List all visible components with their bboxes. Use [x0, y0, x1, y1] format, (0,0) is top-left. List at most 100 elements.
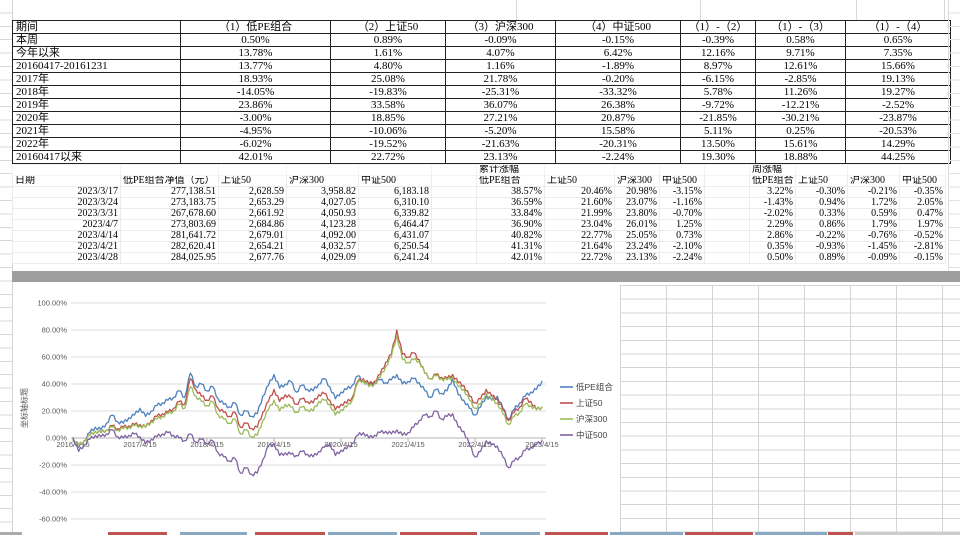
- period-label[interactable]: 2020年: [12, 111, 181, 125]
- weekly-col-header[interactable]: 上证50: [218, 175, 287, 187]
- weekly-col-header[interactable]: 中证500: [899, 175, 946, 187]
- summary-col-header[interactable]: （4）中证500: [555, 20, 681, 34]
- summary-value-cell[interactable]: -6.15%: [680, 72, 756, 86]
- summary-value-cell[interactable]: 12.61%: [755, 59, 846, 73]
- period-label[interactable]: 2021年: [12, 124, 181, 138]
- empty-cell[interactable]: [795, 164, 848, 176]
- value-cell[interactable]: -2.24%: [659, 252, 705, 264]
- summary-value-cell[interactable]: 22.72%: [330, 150, 446, 164]
- empty-cell[interactable]: [704, 241, 750, 253]
- summary-col-header[interactable]: 期间: [12, 20, 181, 34]
- right-edge-cells[interactable]: [948, 0, 960, 271]
- value-cell[interactable]: 2,684.86: [218, 219, 287, 231]
- value-cell[interactable]: 21.99%: [544, 208, 615, 220]
- empty-cell[interactable]: [704, 197, 750, 209]
- value-cell[interactable]: 20.98%: [614, 186, 660, 198]
- value-cell[interactable]: -0.22%: [795, 230, 848, 242]
- value-cell[interactable]: 23.07%: [614, 197, 660, 209]
- value-cell[interactable]: 2.29%: [749, 219, 796, 231]
- summary-value-cell[interactable]: 8.97%: [680, 59, 756, 73]
- empty-cell[interactable]: [431, 208, 477, 220]
- value-cell[interactable]: 4,032.57: [286, 241, 359, 253]
- summary-value-cell[interactable]: 6.42%: [555, 46, 681, 60]
- summary-value-cell[interactable]: 0.65%: [845, 33, 951, 47]
- summary-col-header[interactable]: （2）上证50: [330, 20, 446, 34]
- value-cell[interactable]: -0.93%: [795, 241, 848, 253]
- summary-value-cell[interactable]: 7.35%: [845, 46, 951, 60]
- weekly-col-header[interactable]: 上证50: [544, 175, 615, 187]
- summary-value-cell[interactable]: 21.78%: [445, 72, 556, 86]
- summary-value-cell[interactable]: -19.52%: [330, 137, 446, 151]
- weekly-group-label[interactable]: 周涨幅: [749, 164, 796, 176]
- summary-col-header[interactable]: （1）-（4）: [845, 20, 951, 34]
- summary-value-cell[interactable]: 36.07%: [445, 98, 556, 112]
- date-cell[interactable]: 2023/4/7: [12, 219, 121, 231]
- summary-value-cell[interactable]: -0.20%: [555, 72, 681, 86]
- summary-value-cell[interactable]: 23.86%: [180, 98, 331, 112]
- empty-cell[interactable]: [120, 164, 219, 176]
- value-cell[interactable]: 42.01%: [476, 252, 545, 264]
- weekly-col-header[interactable]: 沪深300: [847, 175, 900, 187]
- value-cell[interactable]: 1.72%: [847, 197, 900, 209]
- left-gutter-cells[interactable]: [0, 0, 13, 535]
- weekly-nav-table[interactable]: 累计涨幅 周涨幅 日期 低PE组合净值（元） 上证50 沪深300 中证500 低PE组合上…: [12, 164, 946, 264]
- value-cell[interactable]: 6,183.18: [358, 186, 432, 198]
- summary-value-cell[interactable]: 1.16%: [445, 59, 556, 73]
- summary-value-cell[interactable]: -14.05%: [180, 85, 331, 99]
- period-summary-table[interactable]: 期间 （1）低PE组合 （2）上证50 （3）沪深300 （4）中证500 （1）-（2）…: [12, 20, 951, 164]
- gray-separator-row[interactable]: [12, 271, 960, 282]
- summary-col-header[interactable]: （1）-（3）: [755, 20, 846, 34]
- value-cell[interactable]: 20.46%: [544, 186, 615, 198]
- weekly-col-header[interactable]: 沪深300: [286, 175, 359, 187]
- value-cell[interactable]: 0.94%: [795, 197, 848, 209]
- performance-chart[interactable]: -60.00% -40.00% -20.00% 0.00% 20.00% 40.00% 60…: [13, 286, 620, 531]
- summary-col-header[interactable]: （1）低PE组合: [180, 20, 331, 34]
- period-label[interactable]: 2022年: [12, 137, 181, 151]
- period-label[interactable]: 2017年: [12, 72, 181, 86]
- summary-value-cell[interactable]: 26.38%: [555, 98, 681, 112]
- weekly-col-header[interactable]: 沪深300: [614, 175, 660, 187]
- value-cell[interactable]: 23.13%: [614, 252, 660, 264]
- summary-value-cell[interactable]: 19.27%: [845, 85, 951, 99]
- value-cell[interactable]: 273,183.75: [120, 197, 219, 209]
- value-cell[interactable]: 6,250.54: [358, 241, 432, 253]
- summary-value-cell[interactable]: 20.87%: [555, 111, 681, 125]
- summary-value-cell[interactable]: 5.11%: [680, 124, 756, 138]
- value-cell[interactable]: 3.22%: [749, 186, 796, 198]
- summary-value-cell[interactable]: 42.01%: [180, 150, 331, 164]
- value-cell[interactable]: -2.02%: [749, 208, 796, 220]
- value-cell[interactable]: 0.50%: [749, 252, 796, 264]
- value-cell[interactable]: 36.90%: [476, 219, 545, 231]
- summary-value-cell[interactable]: 18.88%: [755, 150, 846, 164]
- summary-value-cell[interactable]: -5.20%: [445, 124, 556, 138]
- date-cell[interactable]: 2023/3/17: [12, 186, 121, 198]
- value-cell[interactable]: 4,027.05: [286, 197, 359, 209]
- empty-cell[interactable]: [431, 197, 477, 209]
- period-label[interactable]: 2018年: [12, 85, 181, 99]
- summary-value-cell[interactable]: -4.95%: [180, 124, 331, 138]
- summary-value-cell[interactable]: -0.09%: [445, 33, 556, 47]
- value-cell[interactable]: 0.33%: [795, 208, 848, 220]
- value-cell[interactable]: 38.57%: [476, 186, 545, 198]
- summary-value-cell[interactable]: -2.52%: [845, 98, 951, 112]
- cumulative-group-label[interactable]: 累计涨幅: [476, 164, 545, 176]
- summary-value-cell[interactable]: 33.58%: [330, 98, 446, 112]
- value-cell[interactable]: 0.73%: [659, 230, 705, 242]
- empty-cell[interactable]: [704, 164, 750, 176]
- empty-cell[interactable]: [358, 164, 432, 176]
- value-cell[interactable]: 2,661.92: [218, 208, 287, 220]
- empty-cell[interactable]: [431, 230, 477, 242]
- value-cell[interactable]: 2,628.59: [218, 186, 287, 198]
- value-cell[interactable]: 40.82%: [476, 230, 545, 242]
- summary-value-cell[interactable]: 13.78%: [180, 46, 331, 60]
- empty-cell[interactable]: [431, 186, 477, 198]
- summary-value-cell[interactable]: -2.85%: [755, 72, 846, 86]
- value-cell[interactable]: 1.79%: [847, 219, 900, 231]
- value-cell[interactable]: 0.86%: [795, 219, 848, 231]
- value-cell[interactable]: 273,803.69: [120, 219, 219, 231]
- value-cell[interactable]: 2,653.29: [218, 197, 287, 209]
- summary-value-cell[interactable]: 0.58%: [755, 33, 846, 47]
- date-cell[interactable]: 2023/4/28: [12, 252, 121, 264]
- weekly-col-header[interactable]: 中证500: [358, 175, 432, 187]
- value-cell[interactable]: -0.70%: [659, 208, 705, 220]
